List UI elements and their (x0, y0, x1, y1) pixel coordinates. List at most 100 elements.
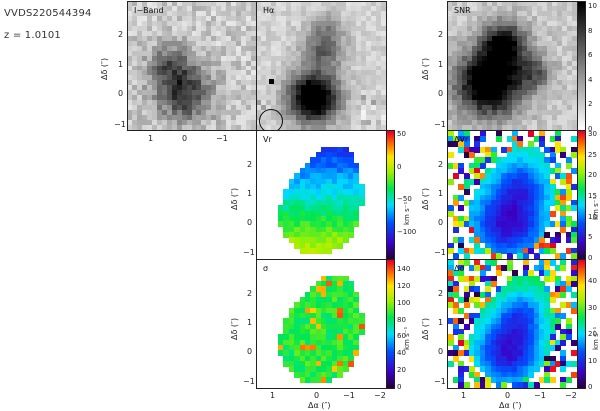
object-name: VVDS220544394 (4, 8, 92, 19)
dvr-map (448, 131, 577, 259)
vr-colorbar (386, 130, 395, 260)
colorbar-tick-label: 100 (397, 298, 411, 307)
colorbar-tick-label: 10 (588, 212, 597, 221)
colorbar-tick-label: 0 (588, 254, 593, 262)
dsigma-map (448, 260, 577, 388)
iband-xtick-m1: −1 (216, 134, 228, 143)
dsigma-ytick-0: 0 (438, 347, 444, 356)
iband-ytick-m1: −1 (114, 120, 126, 129)
dsigma-panel: Δσ (447, 259, 578, 389)
dsigma-label: Δσ (454, 264, 465, 273)
dsigma-xlabel: Δα (″) (499, 401, 522, 410)
colorbar-tick-label: 40 (588, 277, 597, 285)
dsigma-ylabel: Δδ (″) (421, 317, 430, 340)
colorbar-tick-label: 80 (397, 315, 406, 324)
vr-ylabel: Δδ (″) (230, 187, 239, 210)
redshift: z = 1.0101 (4, 30, 61, 41)
vr-ytick-m1: −1 (243, 248, 255, 257)
vr-map (257, 131, 386, 259)
dvr-colorbar-unit: km s⁻¹ (592, 196, 600, 220)
sigma-xtick-1: 1 (270, 391, 276, 400)
sigma-panel: σ (256, 259, 387, 389)
dvr-ytick-2: 2 (438, 160, 444, 169)
colorbar-tick-label: 0 (397, 162, 402, 171)
psf-circle (259, 109, 283, 130)
colorbar-tick-label: 2 (588, 100, 593, 109)
snr-ytick-2: 2 (438, 30, 444, 39)
colorbar-tick-label: 0 (397, 383, 402, 391)
dsigma-ytick-1: 1 (438, 318, 444, 327)
iband-ytick-0: 0 (118, 89, 124, 98)
sigma-map (257, 260, 386, 388)
iband-ylabel: Δδ (″) (100, 57, 109, 80)
iband-ytick-2: 2 (118, 30, 124, 39)
colorbar-tick-label: 20 (588, 171, 597, 180)
iband-xtick-1: 1 (148, 134, 154, 143)
colorbar-tick-label: 20 (397, 366, 406, 375)
snr-label: SNR (454, 6, 471, 15)
snr-colorbar (577, 1, 586, 131)
sigma-label: σ (263, 264, 269, 273)
halpha-panel: Hα (256, 1, 387, 131)
dvr-ylabel: Δδ (″) (421, 187, 430, 210)
colorbar-tick-label: 60 (397, 332, 406, 341)
colorbar-tick-label: 0 (588, 383, 593, 391)
colorbar-tick-label: 4 (588, 75, 593, 84)
halpha-label: Hα (263, 6, 275, 15)
colorbar-tick-label: 50 (397, 130, 406, 138)
snr-ytick-m1: −1 (434, 120, 446, 129)
colorbar-tick-label: 30 (588, 130, 597, 138)
colorbar-tick-label: −50 (397, 195, 412, 204)
colorbar-tick-label: 20 (588, 330, 597, 338)
colorbar-tick-label: 0 (588, 125, 593, 133)
dsigma-colorbar (577, 259, 586, 389)
dsigma-xtick-m2: −2 (565, 391, 577, 400)
sigma-ylabel: Δδ (″) (230, 317, 239, 340)
iband-xtick-0: 0 (182, 134, 188, 143)
snr-image (448, 2, 577, 130)
colorbar-tick-label: 30 (588, 303, 597, 312)
iband-image (128, 2, 256, 130)
sigma-ytick-0: 0 (247, 347, 253, 356)
vr-label: Vr (263, 135, 272, 144)
dsigma-ytick-2: 2 (438, 289, 444, 298)
sigma-colorbar-unit: km s⁻¹ (403, 326, 411, 350)
colorbar-tick-label: 25 (588, 150, 597, 159)
sigma-ytick-1: 1 (247, 318, 253, 327)
sigma-ytick-2: 2 (247, 289, 253, 298)
iband-ytick-1: 1 (118, 60, 124, 69)
halpha-image (257, 2, 386, 130)
colorbar-tick-label: 6 (588, 51, 593, 60)
vr-panel: Vr (256, 130, 387, 260)
sigma-xlabel: Δα (″) (308, 401, 331, 410)
dvr-ytick-1: 1 (438, 189, 444, 198)
colorbar-tick-label: 8 (588, 26, 593, 35)
colorbar-tick-label: −100 (397, 228, 417, 236)
snr-ytick-1: 1 (438, 60, 444, 69)
sigma-xtick-m1: −1 (343, 391, 355, 400)
iband-panel: I−Band (127, 1, 257, 131)
snr-panel: SNR (447, 1, 578, 131)
dsigma-colorbar-unit: km s⁻¹ (592, 326, 600, 350)
sigma-colorbar (386, 259, 395, 389)
vr-colorbar-unit: km s⁻¹ (403, 201, 411, 225)
dvr-ytick-m1: −1 (434, 248, 446, 257)
snr-ytick-0: 0 (438, 89, 444, 98)
dvr-ytick-0: 0 (438, 218, 444, 227)
colorbar-tick-label: 15 (588, 192, 597, 200)
dsigma-xtick-0: 0 (505, 391, 511, 400)
iband-label: I−Band (134, 6, 164, 15)
dsigma-ytick-m1: −1 (434, 377, 446, 386)
colorbar-tick-label: 140 (397, 265, 411, 273)
sigma-ytick-m1: −1 (243, 377, 255, 386)
marker-square (269, 79, 274, 84)
colorbar-tick-label: 120 (397, 281, 411, 290)
dsigma-xtick-1: 1 (461, 391, 467, 400)
sigma-xtick-m2: −2 (374, 391, 386, 400)
vr-ytick-1: 1 (247, 189, 253, 198)
colorbar-tick-label: 5 (588, 233, 593, 242)
dsigma-xtick-m1: −1 (534, 391, 546, 400)
vr-ytick-0: 0 (247, 218, 253, 227)
colorbar-tick-label: 40 (397, 349, 406, 358)
colorbar-tick-label: 10 (588, 2, 597, 10)
